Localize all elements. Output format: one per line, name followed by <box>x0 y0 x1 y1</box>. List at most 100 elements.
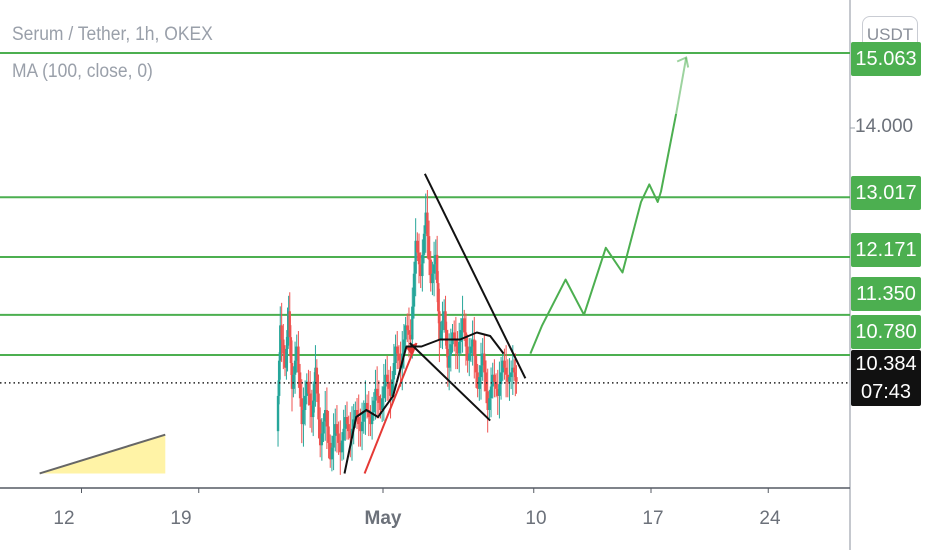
candle-body <box>478 377 481 389</box>
candle-body <box>372 400 375 413</box>
chart-title: Serum / Tether, 1h, OKEX <box>12 24 213 45</box>
candle-body <box>506 374 509 382</box>
candle-body <box>479 365 483 378</box>
current-price-tag: 10.384 07:43 <box>851 350 921 406</box>
level-tag-15063: 15.063 <box>851 42 921 76</box>
indicator-legend[interactable]: MA (100, close, 0) <box>12 61 153 82</box>
candle-body <box>444 311 447 331</box>
candle-body <box>389 388 392 396</box>
candle-body <box>374 388 377 401</box>
candle-body <box>282 339 285 354</box>
candle-body <box>370 412 374 425</box>
candle-body <box>491 374 494 387</box>
candle-body <box>424 212 427 234</box>
candle-body <box>446 348 449 368</box>
candle-body <box>302 410 305 425</box>
candle-body <box>469 346 473 354</box>
candle-body <box>459 330 463 342</box>
x-tick-19: 19 <box>170 508 192 529</box>
candle-body <box>447 355 451 368</box>
candle-body <box>379 402 382 410</box>
candle-body <box>458 341 461 354</box>
x-tick-12: 12 <box>53 508 75 529</box>
candle-body <box>431 273 434 284</box>
candle-body <box>476 372 479 389</box>
x-tick-may: May <box>364 508 402 529</box>
candle-body <box>377 395 381 403</box>
candle-body <box>380 398 384 410</box>
candle-body <box>508 377 511 382</box>
candle-body <box>498 384 501 396</box>
candle-body <box>438 311 441 340</box>
x-tick-24: 24 <box>759 508 781 529</box>
candle-body <box>501 360 504 373</box>
candle-body <box>515 377 518 382</box>
candle-body <box>375 388 379 396</box>
candle-body <box>303 395 307 410</box>
current-price-value: 10.384 <box>855 353 917 375</box>
candle-body <box>305 381 308 396</box>
candle-body <box>451 332 454 345</box>
candle-body <box>488 398 491 410</box>
candle-body <box>391 379 394 396</box>
candle-body <box>285 348 288 368</box>
candle-body <box>312 400 315 418</box>
candle-body <box>344 417 347 429</box>
candle-body <box>362 412 365 422</box>
candle-body <box>449 344 453 356</box>
candle-body <box>421 254 424 277</box>
candle-body <box>511 367 515 373</box>
candle-body <box>461 318 464 331</box>
candle-body <box>293 360 297 375</box>
y-tick-14000: 14.000 <box>855 116 914 137</box>
candle-body <box>339 442 342 453</box>
candle-body <box>419 264 422 277</box>
candle-body <box>429 259 432 284</box>
candle-body <box>407 330 411 335</box>
candle-body <box>345 417 349 425</box>
candle-body <box>409 334 412 340</box>
candle-body <box>280 325 283 340</box>
candle-body <box>322 421 325 434</box>
candle-body <box>411 306 414 340</box>
candle-body <box>435 254 439 284</box>
candle-body <box>432 264 436 274</box>
candle-body <box>318 419 322 446</box>
candle-body <box>337 433 340 443</box>
candle-body <box>422 233 426 255</box>
candle-body <box>317 393 320 420</box>
candle-body <box>357 417 360 425</box>
candle-body <box>352 419 355 429</box>
candle-body <box>382 386 386 399</box>
candle-body <box>288 311 291 338</box>
candle-body <box>494 381 498 389</box>
candle-body <box>314 367 317 385</box>
candle-body <box>367 410 370 418</box>
triangle-marker-edge[interactable] <box>39 433 166 475</box>
candle-body <box>416 240 419 253</box>
level-tag-12171: 12.171 <box>851 233 921 267</box>
candle-body <box>414 240 417 274</box>
candle-body <box>315 367 319 394</box>
candle-body <box>292 374 295 389</box>
projection-final-leg[interactable] <box>675 57 688 115</box>
impulse-arrow[interactable] <box>363 342 418 474</box>
candle-body <box>313 384 316 401</box>
projection-path[interactable] <box>529 113 678 354</box>
wedge-line-lower[interactable] <box>409 342 491 422</box>
candle-body <box>365 402 369 410</box>
candle-body <box>474 355 478 373</box>
candle-body <box>310 405 314 418</box>
wedge-line-upper[interactable] <box>423 173 527 379</box>
candle-body <box>437 283 440 312</box>
candle-body <box>427 236 431 260</box>
candle-body <box>359 424 362 432</box>
candle-body <box>464 332 468 347</box>
candle-body <box>504 367 508 375</box>
candle-body <box>297 346 300 373</box>
candle-body <box>369 417 372 425</box>
candle-body <box>286 330 289 349</box>
candle-body <box>483 353 486 373</box>
